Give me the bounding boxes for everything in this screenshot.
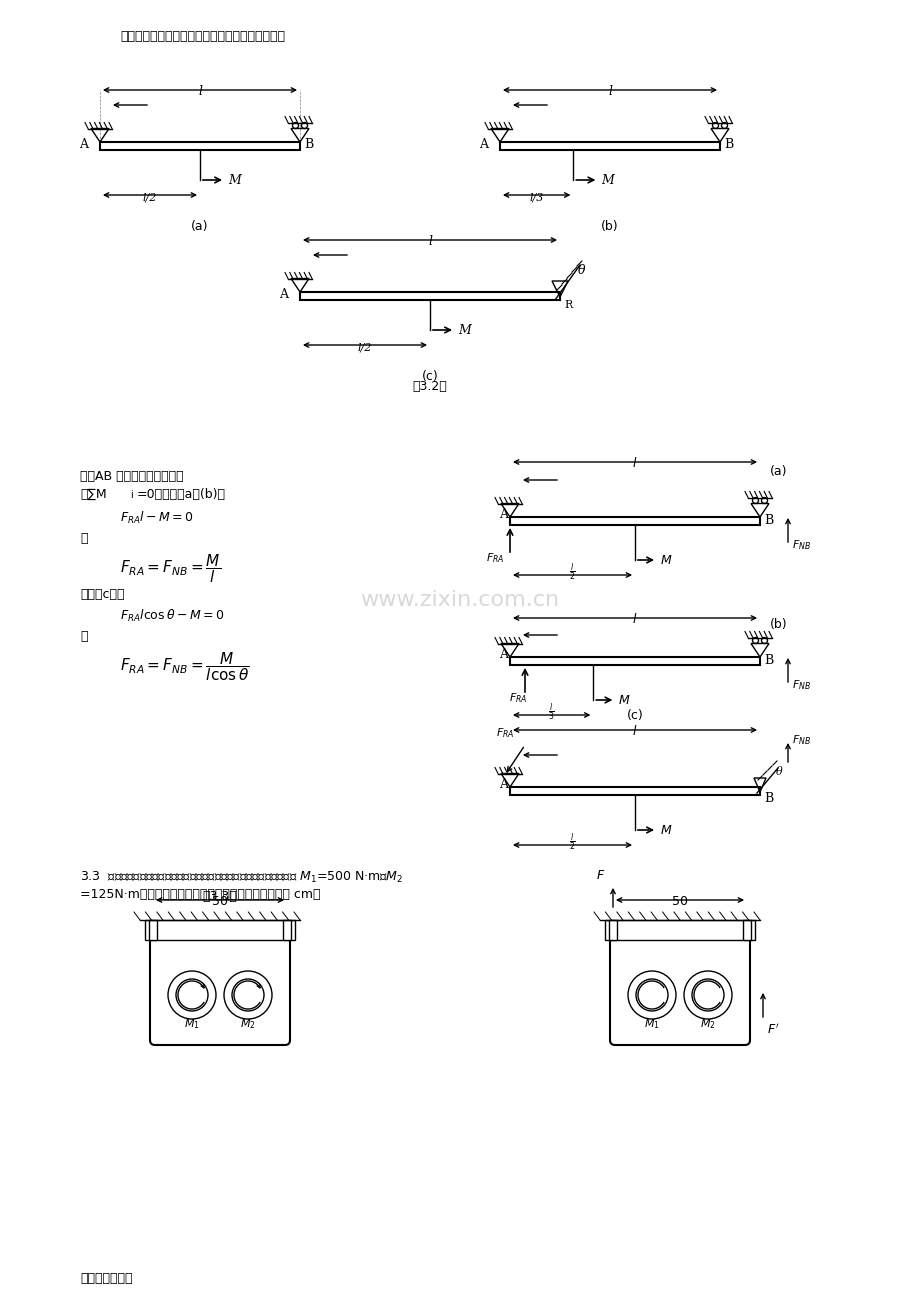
Bar xyxy=(145,921,295,940)
Text: $M_1$: $M_1$ xyxy=(643,1017,659,1031)
Text: 50: 50 xyxy=(211,894,228,907)
Bar xyxy=(743,921,750,940)
Text: A: A xyxy=(278,289,288,302)
Text: A: A xyxy=(479,138,487,151)
Text: i: i xyxy=(130,490,132,500)
Text: (a): (a) xyxy=(191,220,209,233)
Text: B: B xyxy=(763,513,772,526)
Text: $F$: $F$ xyxy=(596,868,605,881)
Text: $M$: $M$ xyxy=(659,553,672,566)
Text: l/2: l/2 xyxy=(357,342,372,353)
Text: A: A xyxy=(498,648,507,661)
Text: M: M xyxy=(228,173,241,186)
Text: $l$: $l$ xyxy=(631,456,637,470)
Text: A: A xyxy=(498,509,507,522)
Text: $F'$: $F'$ xyxy=(766,1022,778,1036)
Text: 由∑M: 由∑M xyxy=(80,488,107,501)
Text: (b): (b) xyxy=(769,618,787,631)
Bar xyxy=(283,921,290,940)
Text: $M$: $M$ xyxy=(659,823,672,836)
Text: l: l xyxy=(427,234,432,247)
Text: $l$: $l$ xyxy=(631,724,637,738)
Text: $M$: $M$ xyxy=(618,694,630,707)
Text: θ: θ xyxy=(775,767,782,777)
Bar xyxy=(608,921,617,940)
Text: $\frac{l}{3}$: $\frac{l}{3}$ xyxy=(548,702,554,723)
Text: $F_{RA}$: $F_{RA}$ xyxy=(485,551,504,565)
Text: A: A xyxy=(79,138,88,151)
Text: l/2: l/2 xyxy=(142,193,157,203)
Text: 题3.3图: 题3.3图 xyxy=(202,891,237,904)
Text: $\frac{l}{2}$: $\frac{l}{2}$ xyxy=(569,561,575,583)
Text: =0，对图（a）(b)有: =0，对图（a）(b)有 xyxy=(137,488,226,501)
Text: www.zixin.com.cn: www.zixin.com.cn xyxy=(360,590,559,611)
Text: $F_{RA}=F_{NB}=\dfrac{M}{l}$: $F_{RA}=F_{NB}=\dfrac{M}{l}$ xyxy=(119,552,221,585)
Text: l: l xyxy=(607,85,611,98)
Text: 50: 50 xyxy=(671,894,687,907)
Text: $M_2$: $M_2$ xyxy=(240,1017,255,1031)
Text: 题3.2图: 题3.2图 xyxy=(413,380,447,393)
Text: (a): (a) xyxy=(769,465,787,478)
Text: $F_{RA}l-M=0$: $F_{RA}l-M=0$ xyxy=(119,510,194,526)
Text: 此文档仅供收集于网络，如有侵权请联系网站删除: 此文档仅供收集于网络，如有侵权请联系网站删除 xyxy=(119,30,285,43)
Text: 得: 得 xyxy=(80,630,87,643)
Bar xyxy=(509,786,759,796)
Text: $\frac{l}{2}$: $\frac{l}{2}$ xyxy=(569,832,575,853)
Text: $l$: $l$ xyxy=(631,612,637,626)
Bar xyxy=(509,517,759,525)
Text: $F_{NB}$: $F_{NB}$ xyxy=(791,733,811,747)
Text: 3.3  齿轮箱的两个轴上作用的力偶如图所示，它们的力偶矩的大小分别为 $M_1$=500 N·m，$M_2$: 3.3 齿轮箱的两个轴上作用的力偶如图所示，它们的力偶矩的大小分别为 $M_1$… xyxy=(80,870,403,885)
Text: (c): (c) xyxy=(626,710,642,723)
Text: R: R xyxy=(563,299,572,310)
Text: $F_{RA}$: $F_{RA}$ xyxy=(508,691,527,704)
Text: B: B xyxy=(303,138,312,151)
Bar xyxy=(100,142,300,150)
Text: $M_2$: $M_2$ xyxy=(699,1017,715,1031)
Text: A: A xyxy=(498,779,507,792)
Text: $F_{RA}$: $F_{RA}$ xyxy=(495,727,514,740)
Text: M: M xyxy=(601,173,613,186)
Text: 对图（c）有: 对图（c）有 xyxy=(80,589,124,602)
Bar xyxy=(149,921,157,940)
Text: $F_{NB}$: $F_{NB}$ xyxy=(791,538,811,552)
Text: =125N·m。求两螺栓处的铅垂约束力。图中长度单位为 cm。: =125N·m。求两螺栓处的铅垂约束力。图中长度单位为 cm。 xyxy=(80,888,320,901)
Text: l: l xyxy=(198,85,202,98)
Text: M: M xyxy=(458,323,471,336)
Text: 只供学习与交流: 只供学习与交流 xyxy=(80,1272,132,1285)
Bar xyxy=(300,292,560,299)
Text: B: B xyxy=(763,792,772,805)
Text: θ: θ xyxy=(577,263,584,276)
Text: $F_{RA}=F_{NB}=\dfrac{M}{l\cos\theta}$: $F_{RA}=F_{NB}=\dfrac{M}{l\cos\theta}$ xyxy=(119,650,249,682)
FancyBboxPatch shape xyxy=(609,935,749,1046)
Text: $M_1$: $M_1$ xyxy=(184,1017,199,1031)
Text: B: B xyxy=(763,654,772,667)
Text: B: B xyxy=(723,138,732,151)
Bar xyxy=(499,142,720,150)
Text: $F_{RA}l\cos\theta-M=0$: $F_{RA}l\cos\theta-M=0$ xyxy=(119,608,224,624)
Text: l/3: l/3 xyxy=(529,193,543,203)
Text: (b): (b) xyxy=(600,220,618,233)
Text: 得: 得 xyxy=(80,533,87,546)
Bar xyxy=(509,658,759,665)
Text: 解：AB 梁受力如个图所示，: 解：AB 梁受力如个图所示， xyxy=(80,470,184,483)
Text: (c): (c) xyxy=(421,370,437,383)
Bar xyxy=(605,921,754,940)
FancyBboxPatch shape xyxy=(150,935,289,1046)
Text: $F_{NB}$: $F_{NB}$ xyxy=(791,678,811,691)
